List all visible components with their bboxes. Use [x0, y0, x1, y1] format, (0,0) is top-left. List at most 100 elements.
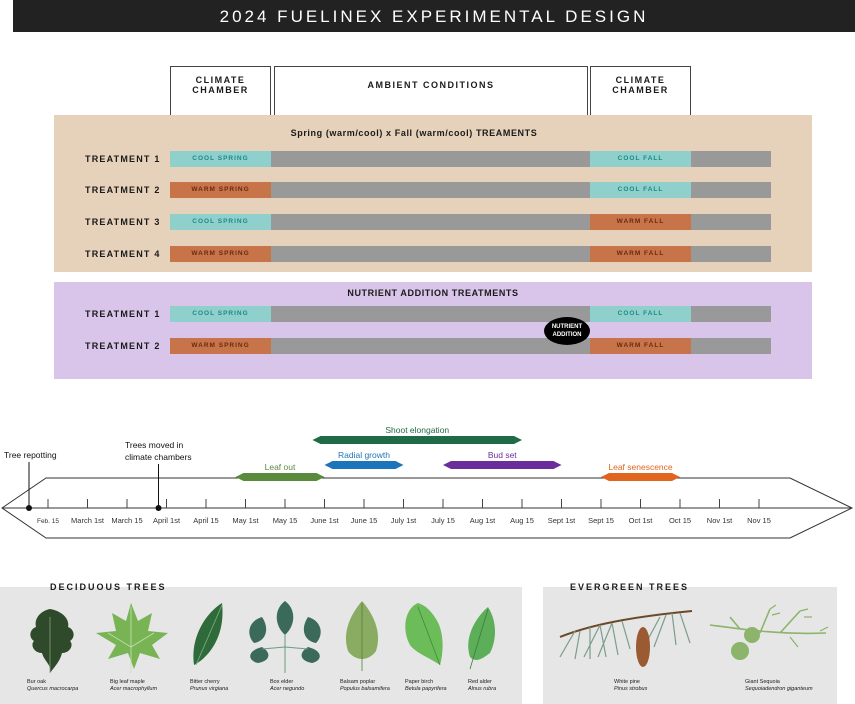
timeline-tick-label: May 1st [232, 516, 259, 525]
white-pine-branch-icon [559, 610, 693, 667]
treatment-label: TREATMENT 1 [85, 309, 161, 319]
tree-common-name: Box elder [270, 679, 294, 685]
phase-ambient-conditions: AMBIENT CONDITIONS [274, 66, 588, 116]
nutrient-addition-marker: NUTRIENT ADDITION [544, 317, 590, 345]
event-label: Tree repotting [4, 450, 57, 460]
phenophase-bar [235, 473, 325, 481]
tree-common-name: Paper birch [405, 679, 434, 685]
phenophase-bar [601, 473, 680, 481]
tree-latin-name: Acer macrophyllum [110, 686, 158, 692]
evergreen-title: EVERGREEN TREES [570, 582, 690, 592]
tree-common-name: White pine [614, 679, 640, 685]
nutrient-panel-title: NUTRIENT ADDITION TREATMENTS [347, 288, 519, 298]
tree-common-name: Big leaf maple [110, 679, 145, 685]
tree-common-name: Red alder [468, 679, 492, 685]
phase-label: AMBIENT CONDITIONS [367, 80, 495, 90]
spring-segment: WARM SPRING [170, 338, 271, 354]
timeline-tick-label: April 1st [153, 516, 181, 525]
spring-segment: COOL SPRING [170, 306, 271, 322]
treatment-label: TREATMENT 3 [85, 217, 161, 227]
spring-segment: WARM SPRING [170, 182, 271, 198]
timeline-tick-label: July 15 [431, 516, 455, 525]
tree-latin-name: Betula papyrifera [405, 686, 447, 692]
tree-common-name: Balsam poplar [340, 679, 376, 685]
timeline-tick-label: April 15 [193, 516, 218, 525]
nutrient-treatments-panel [54, 282, 812, 379]
timeline-tick-label: Nov 1st [707, 516, 733, 525]
tree-common-name: Bitter cherry [190, 679, 220, 685]
phase-label: CLIMATE CHAMBER [612, 75, 669, 95]
tree-caption: Paper birch Betula papyrifera [405, 679, 447, 693]
paper-birch-leaf-icon [405, 603, 443, 666]
phenophase-bar [312, 436, 522, 444]
fall-segment: WARM FALL [590, 338, 691, 354]
timeline-tick-label: Oct 15 [669, 516, 691, 525]
tree-common-name: Giant Sequoia [745, 679, 780, 685]
fall-segment: WARM FALL [590, 214, 691, 230]
phenophase-label: Leaf out [265, 462, 296, 472]
phenophase-label: Leaf senescence [608, 462, 673, 472]
event-marker [155, 505, 162, 511]
event-marker [26, 505, 32, 511]
timeline-tick-label: June 1st [310, 516, 339, 525]
tree-caption: Box elder Acer negundo [270, 679, 304, 693]
bitter-cherry-leaf-icon [193, 603, 223, 666]
tree-caption: Giant Sequoia Sequoiadendron giganteum [745, 679, 813, 693]
box-elder-leaf-icon [249, 601, 321, 673]
fall-segment: COOL FALL [590, 182, 691, 198]
tree-latin-name: Alnus rubra [468, 686, 497, 692]
timeline-tick-label: Oct 1st [629, 516, 654, 525]
tree-caption: Red alder Alnus rubra [468, 679, 496, 693]
timeline-tick-label: June 15 [351, 516, 378, 525]
timeline-tick-label: March 1st [71, 516, 105, 525]
event-label: Trees moved in [125, 440, 184, 450]
phase-label: CLIMATE CHAMBER [192, 75, 249, 95]
phenophase-bar [324, 461, 404, 469]
fall-segment: WARM FALL [590, 246, 691, 262]
fall-segment: COOL FALL [590, 306, 691, 322]
evergreen-trees-panel [543, 587, 837, 704]
spring-segment: COOL SPRING [170, 151, 271, 167]
tree-latin-name: Prunus virgiana [190, 686, 229, 692]
giant-sequoia-branch-icon [709, 604, 829, 660]
phenophase-bar [443, 461, 562, 469]
tree-caption: Big leaf maple Acer macrophyllum [110, 679, 157, 693]
phenophase-label: Shoot elongation [385, 425, 449, 435]
phase-climate-chamber-spring: CLIMATE CHAMBER [170, 66, 271, 116]
treatment-label: TREATMENT 2 [85, 341, 161, 351]
timeline-diagram: Feb. 15 March 1st March 15 April 1st April 1… [1, 425, 854, 539]
big-leaf-maple-leaf-icon [96, 603, 168, 673]
fall-segment: COOL FALL [590, 151, 691, 167]
phenophase-label: Bud set [488, 450, 517, 460]
leaf-illustrations [30, 601, 829, 673]
timeline-tick-label: Sept 1st [548, 516, 576, 525]
deciduous-title: DECIDUOUS TREES [50, 582, 167, 592]
timeline-tick-label: Feb. 15 [37, 518, 59, 525]
spring-segment: COOL SPRING [170, 214, 271, 230]
balsam-poplar-leaf-icon [345, 601, 379, 671]
timeline-tick-label: Aug 1st [470, 516, 496, 525]
treatment-label: TREATMENT 2 [85, 185, 161, 195]
phase-climate-chamber-fall: CLIMATE CHAMBER [590, 66, 691, 116]
timeline-tick-label: Nov 15 [747, 516, 771, 525]
tree-caption: Balsam poplar Populus balsamifera [340, 679, 390, 693]
warm-cool-panel-title: Spring (warm/cool) x Fall (warm/cool) TR… [290, 128, 538, 138]
tree-latin-name: Populus balsamifera [340, 686, 390, 692]
page-title: 2024 FUELINEX EXPERIMENTAL DESIGN [13, 0, 855, 32]
tree-latin-name: Quercus macrocarpa [27, 686, 79, 692]
tree-caption: Bur oak Quercus macrocarpa [27, 679, 78, 693]
tree-caption: White pine Pinus strobus [614, 679, 647, 693]
tree-caption: Bitter cherry Prunus virgiana [190, 679, 228, 693]
bur-oak-leaf-icon [30, 609, 74, 673]
timeline-tick-label: Sept 15 [588, 516, 614, 525]
treatment-label: TREATMENT 1 [85, 154, 161, 164]
nutrient-marker-line1: NUTRIENT [551, 324, 583, 330]
timeline-tick-label: Aug 15 [510, 516, 534, 525]
tree-common-name: Bur oak [27, 679, 46, 685]
tree-latin-name: Acer negundo [270, 686, 305, 692]
tree-latin-name: Pinus strobus [614, 686, 648, 692]
timeline-tick-label: May 15 [273, 516, 298, 525]
event-label: climate chambers [125, 452, 192, 462]
timeline-tick-label: March 15 [111, 516, 142, 525]
tree-latin-name: Sequoiadendron giganteum [745, 686, 813, 692]
